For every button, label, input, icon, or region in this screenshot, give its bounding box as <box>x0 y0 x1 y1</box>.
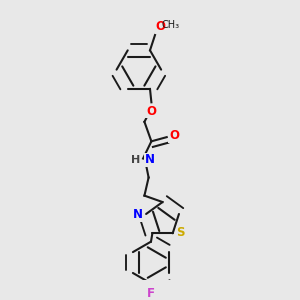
Text: F: F <box>147 287 155 300</box>
Text: O: O <box>169 129 179 142</box>
Text: O: O <box>156 20 166 33</box>
Text: H: H <box>131 155 140 165</box>
Text: N: N <box>133 208 143 221</box>
Text: CH₃: CH₃ <box>162 20 180 30</box>
Text: O: O <box>146 104 156 118</box>
Text: S: S <box>177 226 185 239</box>
Text: N: N <box>145 154 155 166</box>
